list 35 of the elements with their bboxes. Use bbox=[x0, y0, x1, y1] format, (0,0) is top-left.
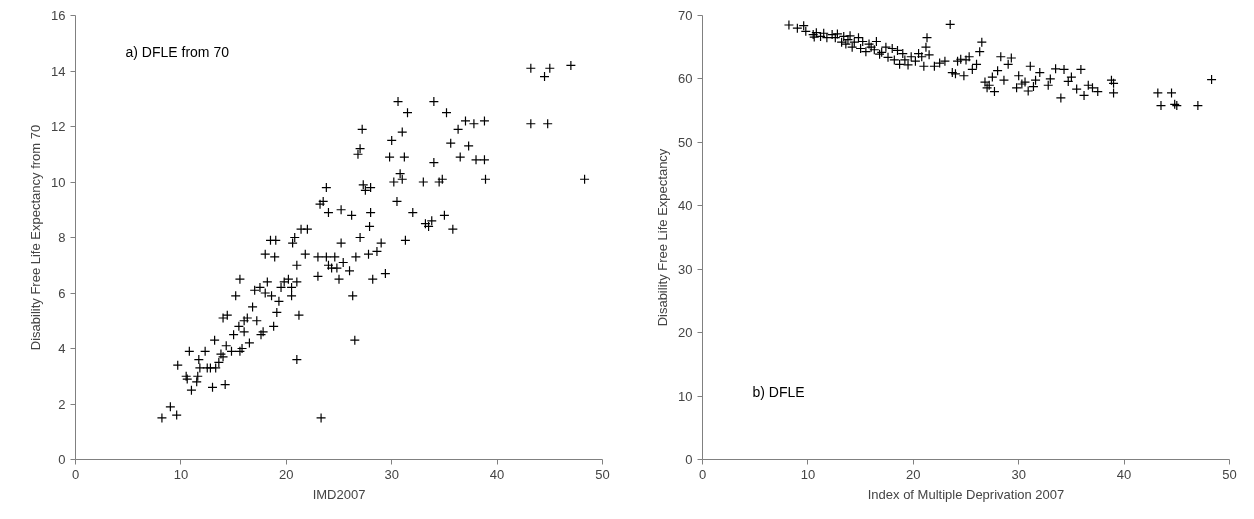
y-tick-label: 4 bbox=[58, 341, 66, 356]
y-tick-label: 70 bbox=[678, 8, 693, 23]
y-tick-label: 10 bbox=[51, 174, 66, 190]
y-tick-label: 0 bbox=[685, 452, 693, 467]
x-axis-title: IMD2007 bbox=[312, 486, 366, 502]
y-tick-label: 2 bbox=[58, 396, 66, 412]
y-tick-label: 20 bbox=[678, 325, 693, 341]
y-tick-label: 14 bbox=[51, 63, 66, 79]
y-tick-label: 12 bbox=[51, 119, 66, 134]
x-tick-label: 20 bbox=[906, 466, 921, 482]
x-tick-label: 0 bbox=[71, 466, 80, 482]
y-axis-title: Disability Free Life Expectancy bbox=[655, 148, 671, 327]
x-tick-label: 30 bbox=[1011, 466, 1026, 482]
x-tick-label: 40 bbox=[489, 466, 505, 482]
y-tick-label: 30 bbox=[678, 261, 693, 277]
x-axis-title: Index of Multiple Deprivation 2007 bbox=[867, 486, 1065, 502]
x-tick-label: 40 bbox=[1116, 466, 1132, 482]
y-tick-label: 16 bbox=[51, 8, 66, 23]
x-tick-label: 20 bbox=[279, 466, 294, 482]
x-tick-label: 30 bbox=[384, 466, 399, 482]
y-tick-label: 6 bbox=[58, 285, 66, 301]
y-axis-title: Disability Free Life Expectancy from 70 bbox=[28, 124, 44, 351]
y-tick-label: 40 bbox=[678, 198, 693, 214]
x-tick-label: 10 bbox=[173, 466, 189, 482]
annotation: b) DFLE bbox=[752, 383, 805, 400]
x-tick-label: 50 bbox=[1222, 466, 1237, 482]
y-tick-label: 0 bbox=[58, 452, 66, 467]
y-tick-label: 50 bbox=[678, 134, 693, 150]
y-tick-label: 60 bbox=[678, 71, 693, 87]
annotation: a) DFLE from 70 bbox=[125, 43, 230, 60]
x-tick-label: 10 bbox=[800, 466, 816, 482]
x-tick-label: 50 bbox=[595, 466, 610, 482]
x-tick-label: 0 bbox=[698, 466, 707, 482]
y-tick-label: 8 bbox=[58, 230, 66, 245]
y-tick-label: 10 bbox=[678, 388, 693, 404]
